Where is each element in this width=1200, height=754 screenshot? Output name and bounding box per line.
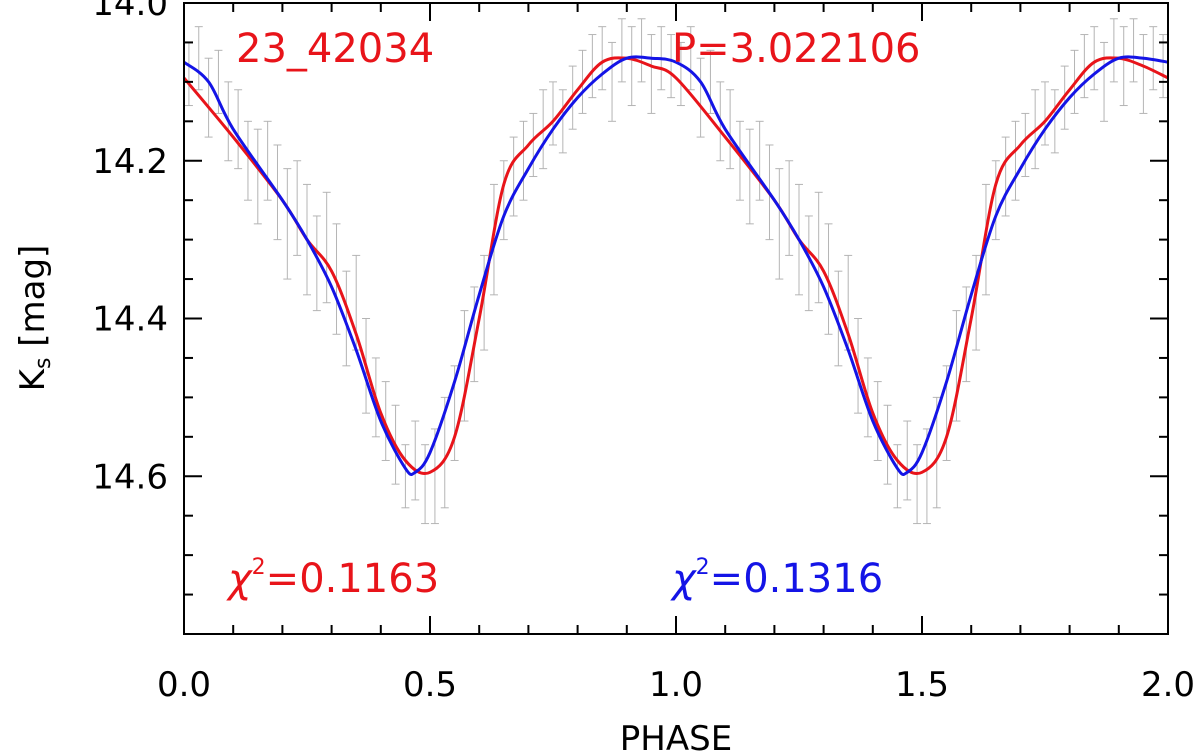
x-tick-labels: 0.0 0.5 1.0 1.5 2.0 — [157, 665, 1195, 705]
data-point — [785, 160, 794, 256]
data-point — [312, 215, 321, 312]
data-point — [283, 168, 292, 280]
data-point — [1021, 112, 1030, 178]
y-axis-unit: [mag] — [13, 245, 53, 347]
x-tick-label: 0.5 — [403, 665, 457, 705]
x-tick-label: 0.0 — [157, 665, 211, 705]
data-point — [1011, 120, 1020, 201]
x-axis-title: PHASE — [620, 719, 732, 754]
data-point — [1119, 26, 1128, 107]
data-point — [194, 26, 203, 91]
data-point — [814, 191, 823, 304]
y-tick-labels: 14.0 14.2 14.4 14.6 — [92, 0, 168, 497]
y-axis-subscript: s — [31, 358, 56, 369]
data-point — [893, 444, 902, 509]
x-tick-label: 1.5 — [895, 665, 949, 705]
data-point — [411, 420, 420, 501]
fit-curves — [182, 55, 1169, 477]
red-fit-curve — [182, 56, 1169, 476]
data-point — [470, 286, 479, 383]
data-point — [745, 128, 754, 225]
data-point — [608, 41, 617, 122]
y-axis-symbol: K — [13, 367, 53, 391]
data-point — [775, 168, 784, 280]
chi-square-blue-label: χ2=0.1316 — [670, 555, 883, 602]
axis-ticks — [183, 2, 1169, 635]
data-point — [1080, 34, 1089, 99]
y-tick-label: 14.4 — [92, 300, 168, 340]
y-tick-label: 14.2 — [92, 142, 168, 182]
data-point — [972, 254, 981, 351]
data-point — [322, 191, 331, 304]
data-point — [1001, 136, 1010, 217]
chi-red-symbol: χ — [226, 556, 253, 602]
data-point — [962, 286, 971, 383]
data-point — [184, 41, 193, 107]
data-point — [1050, 89, 1059, 154]
blue-fit-curve — [183, 55, 1169, 477]
data-point — [204, 57, 213, 138]
data-point — [1041, 81, 1049, 146]
data-point — [804, 215, 813, 312]
data-point — [637, 18, 646, 83]
data-point — [1090, 26, 1099, 91]
data-point — [519, 120, 528, 201]
data-point — [617, 18, 626, 83]
data-point — [253, 128, 262, 225]
chi-blue-sup: 2 — [696, 555, 710, 580]
data-point — [647, 34, 656, 114]
data-point — [1109, 18, 1118, 83]
data-point — [676, 41, 685, 107]
chi-red-value: =0.1163 — [266, 556, 439, 602]
chi-red-sup: 2 — [252, 555, 266, 580]
data-point — [293, 160, 302, 256]
data-point — [1129, 18, 1138, 83]
x-tick-label: 2.0 — [1141, 665, 1195, 705]
data-point — [834, 270, 843, 367]
data-point — [873, 381, 882, 461]
y-tick-label: 14.0 — [92, 0, 168, 24]
chi-square-red-label: χ2=0.1163 — [226, 555, 439, 602]
data-point — [735, 120, 744, 201]
svg-text:Ks [mag]: Ks [mag] — [13, 245, 56, 392]
data-point — [903, 420, 912, 501]
data-point — [529, 112, 538, 178]
data-point — [401, 444, 410, 509]
data-point — [263, 120, 272, 201]
data-point — [234, 89, 243, 170]
period-label: P=3.022106 — [672, 26, 921, 72]
chi-blue-symbol: χ — [670, 556, 697, 602]
data-point — [726, 89, 735, 170]
plot-frame — [183, 2, 1169, 635]
data-point — [667, 34, 676, 99]
data-point — [755, 120, 764, 201]
data-point — [243, 120, 252, 201]
data-point — [558, 89, 567, 154]
data-point — [696, 57, 705, 138]
data-point — [381, 381, 390, 461]
y-axis-title: Ks [mag] — [13, 245, 56, 392]
data-point — [598, 26, 607, 91]
data-point — [1100, 41, 1109, 122]
star-id-label: 23_42034 — [236, 26, 434, 72]
y-tick-label: 14.6 — [92, 457, 168, 497]
data-point — [342, 270, 351, 367]
data-point — [991, 160, 1000, 241]
data-point — [627, 26, 636, 107]
data-point — [509, 136, 518, 217]
data-point — [549, 81, 557, 146]
chi-blue-value: =0.1316 — [710, 556, 883, 602]
data-point — [1139, 34, 1148, 114]
data-point — [421, 444, 430, 525]
data-point — [480, 254, 489, 351]
data-point — [499, 160, 508, 241]
data-point — [1159, 34, 1168, 99]
data-point — [913, 444, 922, 525]
x-tick-label: 1.0 — [649, 665, 703, 705]
data-point — [588, 34, 597, 99]
